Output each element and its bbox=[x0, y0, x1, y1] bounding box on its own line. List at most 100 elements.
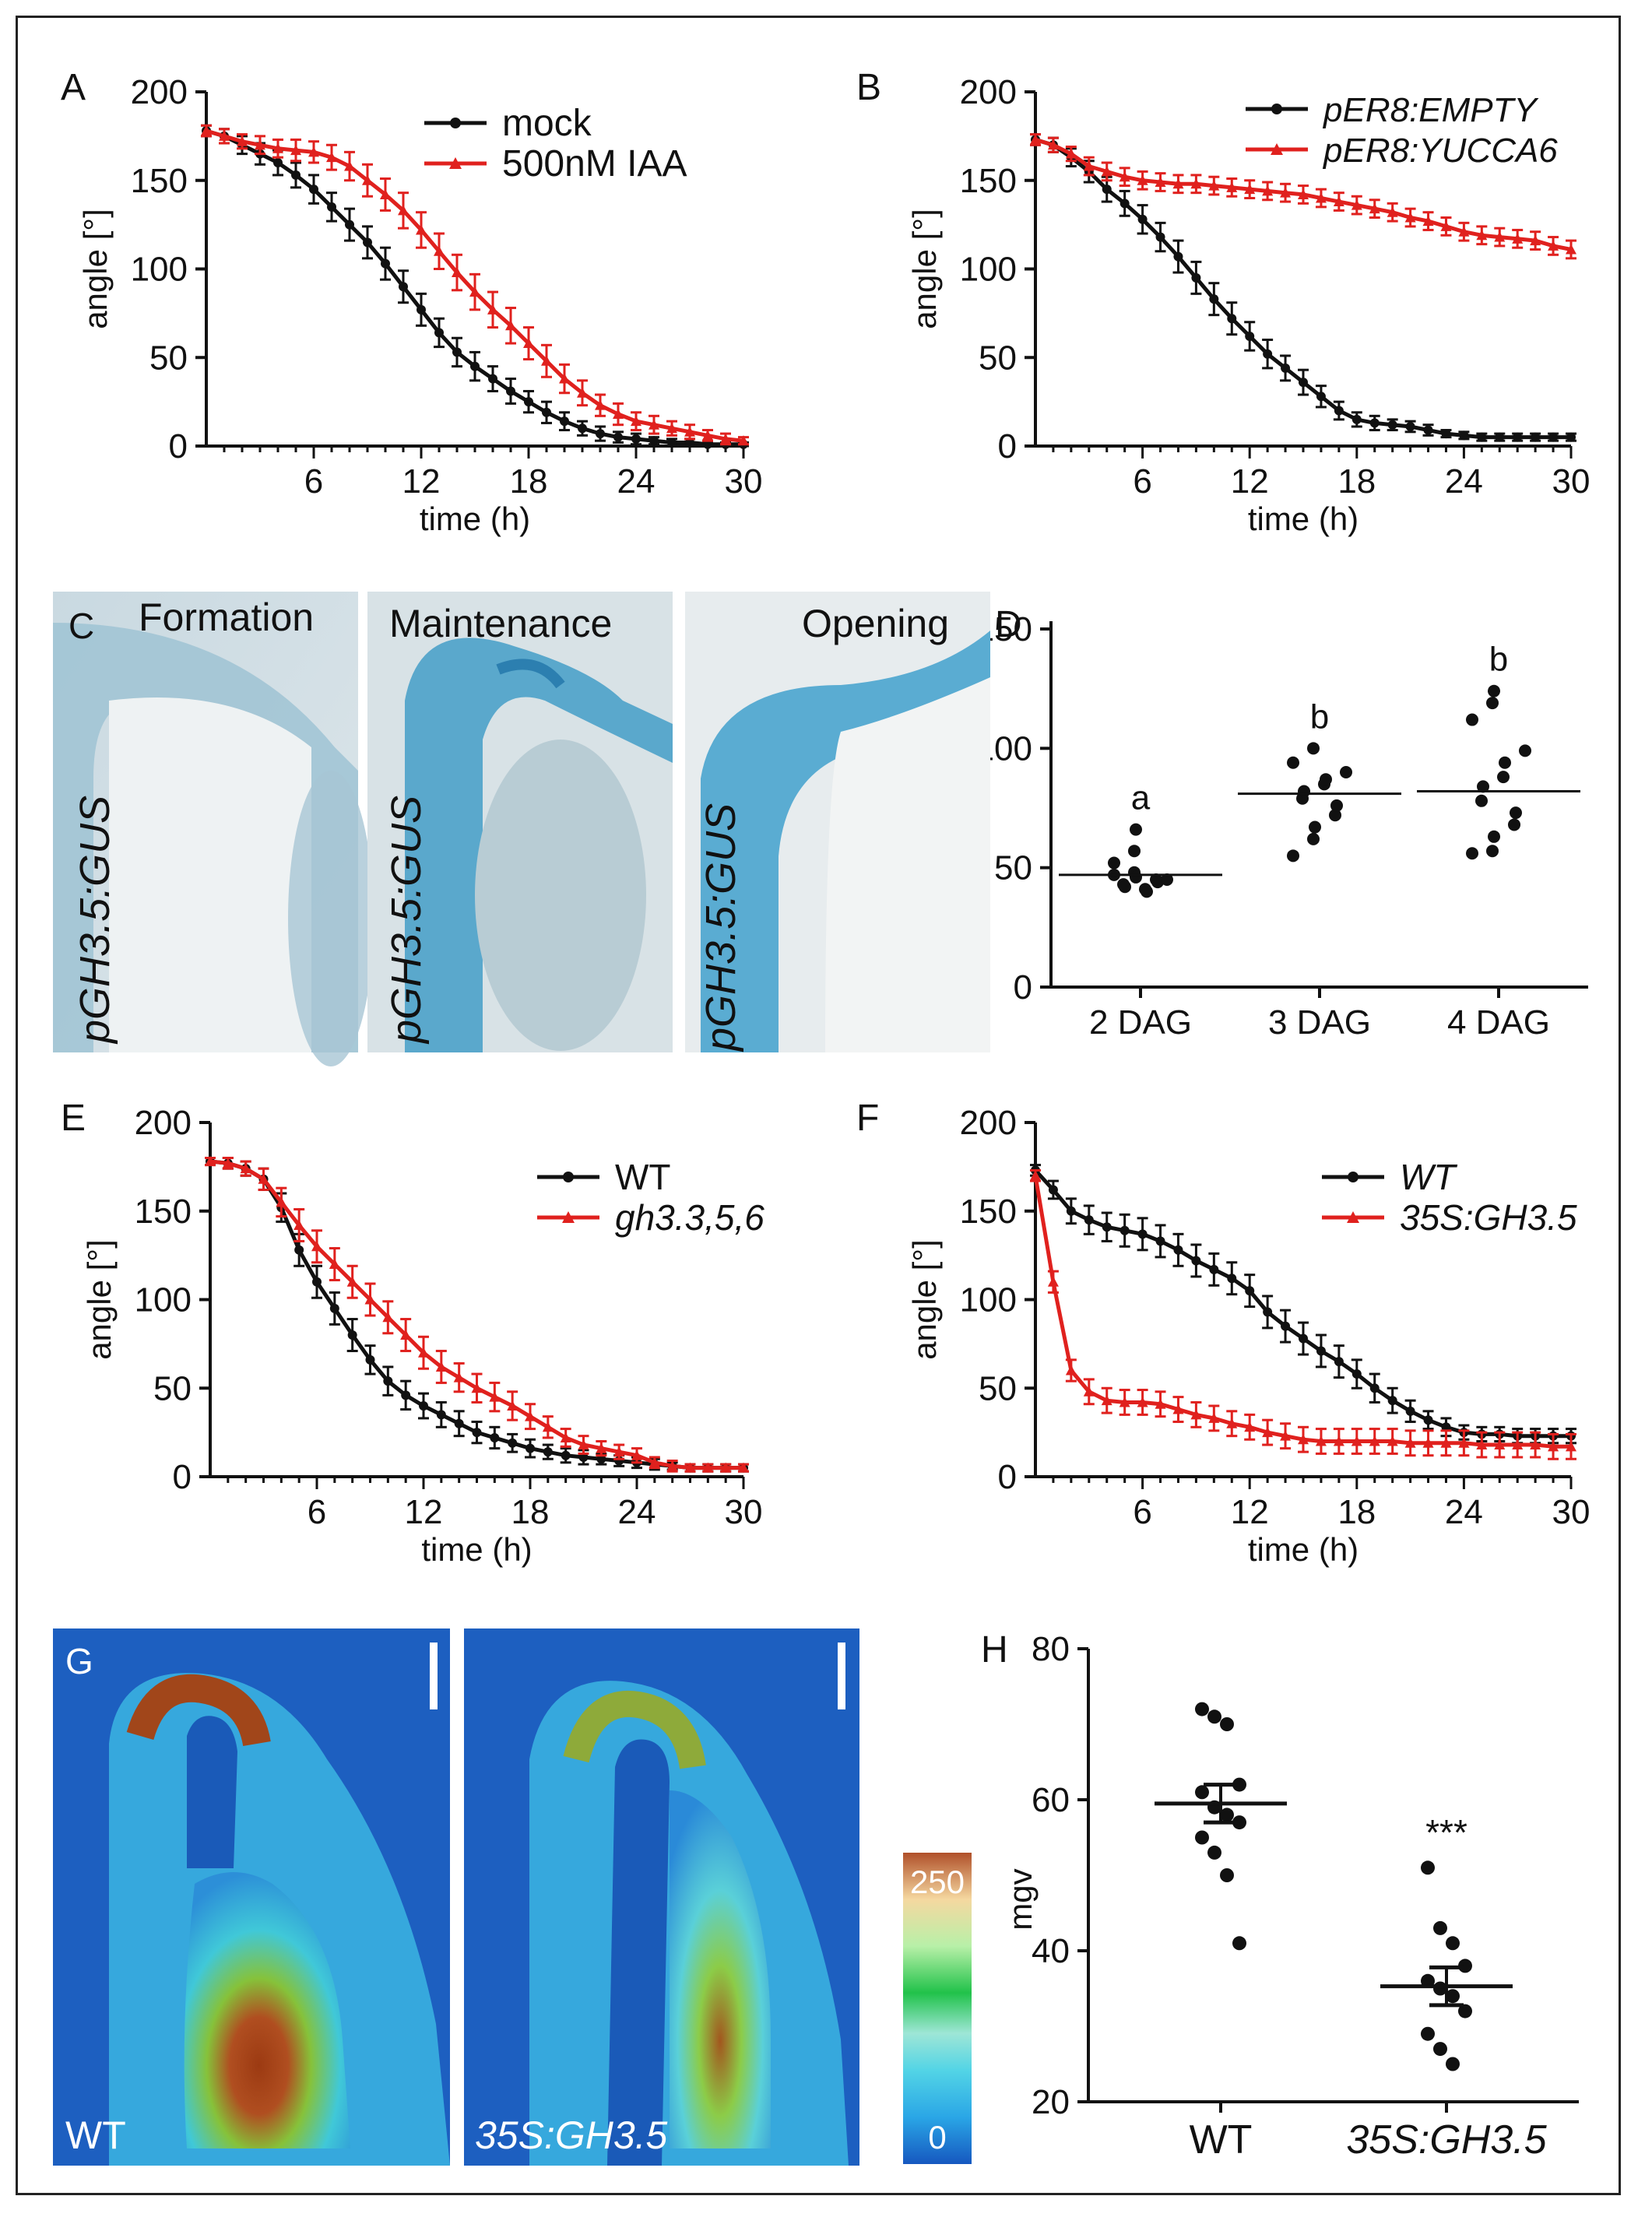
data-point bbox=[205, 1156, 216, 1167]
data-point bbox=[1173, 1245, 1183, 1255]
data-point bbox=[1548, 1441, 1559, 1452]
data-point bbox=[489, 1391, 501, 1402]
data-point bbox=[1351, 1435, 1362, 1446]
y-tick-label: 0 bbox=[998, 427, 1017, 466]
data-point bbox=[1195, 1702, 1209, 1716]
y-tick-label: 50 bbox=[994, 849, 1032, 887]
construct-label-formation: pGH3.5:GUS bbox=[72, 796, 118, 1045]
data-point bbox=[398, 205, 409, 216]
data-point bbox=[1387, 206, 1398, 217]
data-point bbox=[1512, 233, 1524, 244]
micrograph-opening bbox=[685, 592, 990, 1052]
x-tick-label: 30 bbox=[1552, 462, 1590, 501]
legend-label: 500nM IAA bbox=[502, 143, 687, 184]
data-point bbox=[1083, 160, 1095, 171]
data-point bbox=[1477, 780, 1489, 793]
data-point bbox=[1531, 432, 1541, 442]
data-point bbox=[505, 320, 516, 331]
data-point bbox=[1351, 1369, 1362, 1379]
data-point bbox=[1262, 1427, 1274, 1438]
data-point bbox=[1519, 744, 1531, 757]
data-point bbox=[596, 1442, 607, 1453]
data-point bbox=[347, 1330, 357, 1340]
data-point bbox=[1047, 139, 1059, 150]
data-point bbox=[1497, 771, 1510, 784]
data-point bbox=[1155, 1398, 1166, 1409]
data-point bbox=[1137, 1229, 1148, 1239]
data-point bbox=[1195, 1785, 1209, 1800]
data-point bbox=[1281, 1321, 1291, 1331]
data-point bbox=[507, 1400, 518, 1411]
data-point bbox=[738, 435, 749, 446]
data-point bbox=[1486, 845, 1499, 858]
data-point bbox=[720, 433, 731, 444]
data-point bbox=[1333, 196, 1344, 207]
data-point bbox=[1195, 1830, 1209, 1845]
data-point bbox=[1287, 849, 1299, 863]
data-point bbox=[1422, 216, 1434, 227]
data-point bbox=[1119, 171, 1130, 182]
data-point bbox=[648, 1456, 660, 1467]
data-point bbox=[1172, 178, 1184, 189]
series-0: pER8:EMPTY bbox=[1030, 91, 1576, 442]
data-point bbox=[1548, 432, 1559, 442]
y-tick-label: 100 bbox=[131, 251, 188, 289]
data-point bbox=[1423, 1415, 1433, 1425]
data-point bbox=[400, 1330, 412, 1340]
data-point bbox=[1488, 830, 1500, 843]
panel-label-d: D bbox=[995, 604, 1022, 645]
data-point bbox=[454, 1418, 464, 1428]
legend-marker bbox=[563, 1172, 574, 1182]
data-point bbox=[1209, 1264, 1219, 1274]
data-point bbox=[1387, 1435, 1398, 1446]
data-point bbox=[399, 282, 408, 292]
data-point bbox=[1495, 432, 1505, 442]
data-point bbox=[613, 432, 623, 442]
data-point bbox=[419, 1401, 428, 1411]
heatmap-label-35s: 35S:GH3.5 bbox=[475, 2113, 668, 2157]
data-point bbox=[1191, 1256, 1201, 1266]
colorbar-min-label: 0 bbox=[928, 2119, 946, 2155]
data-point bbox=[1244, 184, 1256, 195]
heatmap-label-wt: WT bbox=[65, 2113, 126, 2157]
x-axis-label: time (h) bbox=[1248, 1531, 1359, 1568]
data-point bbox=[1510, 806, 1522, 820]
data-point bbox=[631, 434, 641, 444]
data-point bbox=[1137, 214, 1148, 224]
data-point bbox=[1466, 847, 1478, 860]
data-point bbox=[1329, 809, 1341, 822]
data-point bbox=[1262, 185, 1274, 196]
data-point bbox=[472, 1428, 482, 1438]
data-point bbox=[1190, 178, 1202, 189]
data-point bbox=[1151, 876, 1164, 889]
y-tick-label: 50 bbox=[149, 339, 188, 377]
y-axis-label: angle [°] bbox=[906, 1239, 943, 1360]
data-point bbox=[1530, 235, 1541, 246]
panel-label-e: E bbox=[61, 1098, 86, 1139]
data-point bbox=[1232, 1777, 1246, 1792]
data-point bbox=[702, 1462, 714, 1473]
data-point bbox=[1128, 845, 1141, 858]
y-tick-label: 200 bbox=[131, 73, 188, 111]
data-point bbox=[667, 437, 677, 448]
data-point bbox=[1299, 1333, 1308, 1344]
data-point bbox=[1208, 180, 1220, 191]
legend-label: mock bbox=[502, 103, 592, 144]
y-tick-label: 50 bbox=[153, 1369, 192, 1407]
x-tick-label: 24 bbox=[1445, 462, 1483, 501]
panel-h-chart: H 20 40 60 80 mgv WT 35S:GH3.5 *** bbox=[981, 1629, 1579, 2163]
x-tick-label: 6 bbox=[308, 1493, 326, 1531]
x-tick-label: 2 DAG bbox=[1089, 1003, 1192, 1042]
data-point bbox=[435, 1361, 447, 1372]
data-point bbox=[560, 416, 569, 427]
data-point bbox=[1119, 1397, 1130, 1407]
panel-e-chart: E 0 50 100 150 200 6 12 18 24 30 time (h) angle [°] W… bbox=[61, 1098, 764, 1568]
x-tick-label: 12 bbox=[1231, 1493, 1269, 1531]
data-point bbox=[541, 355, 552, 366]
data-point bbox=[255, 139, 265, 150]
data-point bbox=[1440, 220, 1452, 231]
data-point bbox=[308, 146, 319, 157]
stage-label-formation: Formation bbox=[139, 596, 314, 639]
data-point bbox=[1316, 392, 1326, 402]
micrograph-maintenance bbox=[367, 592, 673, 1052]
